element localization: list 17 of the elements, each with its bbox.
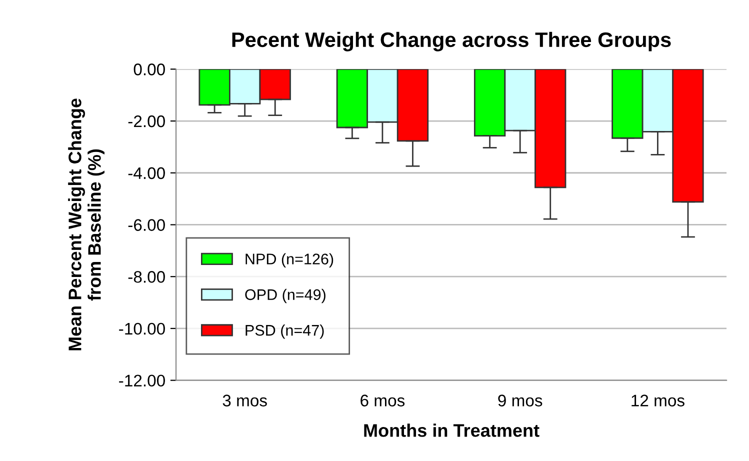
chart-title: Pecent Weight Change across Three Groups	[232, 32, 671, 52]
y-tick-label: -6.00	[128, 219, 165, 231]
legend-label: NPD (n=126)	[246, 253, 334, 268]
y-axis-title: Mean Percent Weight Change from Baseline (%)	[68, 98, 104, 350]
y-tick-label: 0.00	[134, 64, 165, 76]
x-tick-label: 6 mos	[360, 394, 405, 406]
y-tick-label: -12.00	[119, 374, 165, 387]
x-axis-title: Months in Treatment	[364, 424, 540, 437]
y-tick-label: -10.00	[119, 322, 165, 335]
x-tick-label: 3 mos	[222, 394, 267, 406]
y-tick-label: -2.00	[128, 115, 165, 128]
y-tick-label: -4.00	[128, 167, 165, 180]
x-tick-label: 9 mos	[498, 394, 542, 406]
legend-label: OPD (n=49)	[245, 288, 326, 304]
y-tick-label: -8.00	[128, 271, 165, 283]
x-tick-label: 12 mos	[632, 394, 684, 406]
legend-label: PSD (n=47)	[246, 324, 324, 339]
